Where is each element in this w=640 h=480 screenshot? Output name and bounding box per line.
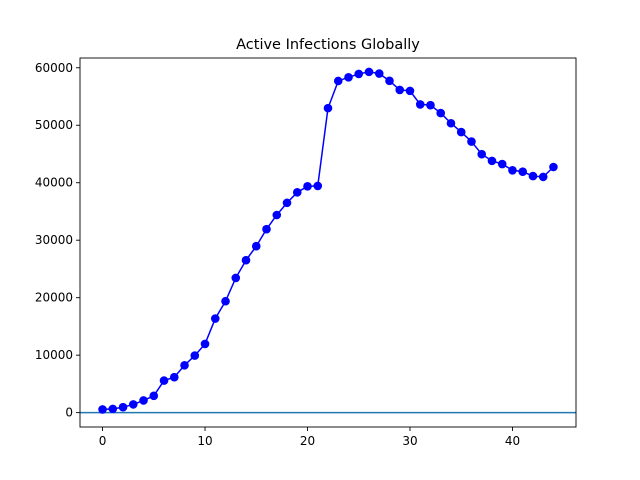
data-point-30 [405, 86, 415, 96]
data-point-10 [200, 339, 210, 349]
data-point-41 [518, 167, 528, 176]
data-point-34 [446, 118, 456, 128]
data-point-6 [159, 376, 169, 385]
data-point-4 [139, 396, 148, 405]
y-tick-label-1: 10000 [35, 348, 73, 362]
x-tick-label-2: 20 [300, 434, 315, 448]
data-point-35 [456, 127, 466, 137]
data-point-22 [323, 103, 333, 113]
data-point-3 [128, 400, 138, 409]
data-point-15 [251, 241, 261, 251]
y-tick-label-6: 60000 [35, 61, 73, 75]
x-tick-label-0: 0 [99, 434, 107, 448]
x-tick-label-3: 30 [402, 434, 417, 448]
data-point-33 [436, 108, 446, 118]
data-point-27 [374, 69, 384, 78]
data-point-25 [354, 69, 364, 79]
data-point-19 [292, 188, 302, 197]
data-point-26 [364, 67, 374, 77]
data-point-21 [313, 181, 323, 191]
data-point-9 [190, 351, 200, 360]
data-point-36 [467, 137, 476, 146]
data-point-31 [415, 100, 425, 109]
data-point-7 [169, 372, 179, 382]
data-point-8 [180, 360, 189, 370]
data-point-0 [98, 405, 107, 414]
data-point-38 [487, 156, 497, 166]
data-point-13 [231, 273, 241, 283]
plot-area: 0 10 20 30 40 0 10000 20000 30000 40000 50000 60000 [35, 57, 577, 448]
data-point-11 [210, 314, 220, 323]
data-point-12 [221, 296, 230, 306]
data-point-23 [333, 76, 343, 86]
data-point-43 [538, 172, 548, 182]
data-point-1 [108, 404, 118, 414]
axes-frame [79, 57, 577, 428]
data-point-24 [344, 73, 353, 82]
y-tick-label-2: 20000 [35, 291, 73, 305]
data-point-32 [426, 100, 435, 110]
y-tick-label-3: 30000 [35, 233, 73, 247]
data-point-42 [528, 171, 538, 181]
data-point-20 [303, 182, 312, 191]
chart-title: Active Infections Globally [236, 37, 420, 53]
data-point-17 [272, 210, 282, 220]
y-tick-label-5: 50000 [35, 118, 73, 132]
data-point-14 [241, 255, 251, 265]
data-point-40 [508, 165, 517, 175]
y-tick-label-4: 40000 [35, 176, 73, 190]
data-point-39 [497, 159, 507, 169]
data-point-29 [395, 85, 405, 95]
x-tick-label-1: 10 [197, 434, 212, 448]
data-point-18 [282, 198, 292, 208]
data-point-5 [149, 391, 159, 401]
data-point-37 [477, 149, 487, 159]
x-tick-label-4: 40 [505, 434, 520, 448]
data-point-16 [262, 224, 271, 234]
data-point-2 [118, 402, 128, 412]
data-point-44 [549, 162, 558, 172]
y-tick-label-0: 0 [65, 406, 73, 420]
data-point-28 [385, 76, 394, 86]
